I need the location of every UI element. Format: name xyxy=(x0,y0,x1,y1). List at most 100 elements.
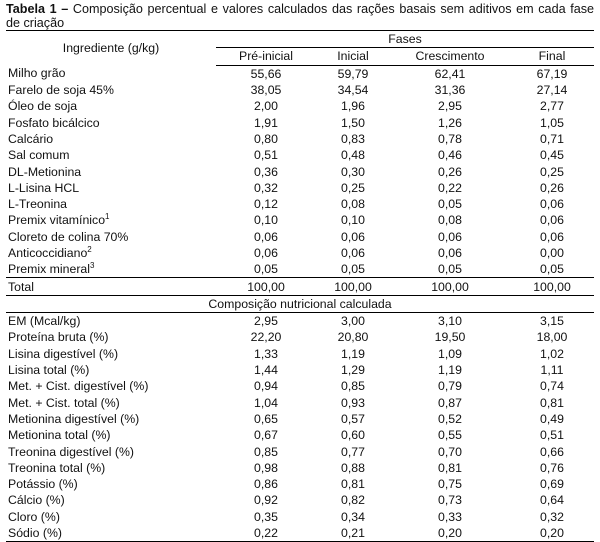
ingredient-row-value: 0,06 xyxy=(438,246,462,260)
ingredient-row-value: 0,26 xyxy=(438,164,462,179)
nutrition-row: Metionina total (%) 0,67 0,60 0,55 0,51 xyxy=(6,427,594,443)
nutrition-row-value: 0,93 xyxy=(341,395,365,410)
nutrition-row-value: 0,49 xyxy=(540,411,564,426)
nutrition-row: Cloro (%) 0,35 0,34 0,33 0,32 xyxy=(6,509,594,525)
row-name: Milho grão xyxy=(8,66,66,81)
ingredient-row-value: 0,32 xyxy=(254,180,278,195)
ingredient-row-value: 0,06 xyxy=(254,229,278,244)
nutrition-row: EM (Mcal/kg) 2,95 3,00 3,10 3,15 xyxy=(6,313,594,330)
nutrition-row-value: 1,33 xyxy=(254,346,278,361)
nutrition-row-value: 0,22 xyxy=(216,524,316,542)
ingredient-row: DL-Metionina 0,36 0,30 0,26 0,25 xyxy=(6,163,594,179)
nutrition-row-value: 0,33 xyxy=(438,509,462,524)
row-name: Fosfato bicálcico xyxy=(8,115,100,130)
row-name: Cálcio (%) xyxy=(8,493,65,508)
ingredient-row-label: Calcário xyxy=(6,131,216,147)
ingredient-row-value: 0,05 xyxy=(540,262,564,277)
nutrition-row-label: Lisina digestível (%) xyxy=(6,346,216,362)
nutrition-row-value: 0,87 xyxy=(438,395,462,410)
ingredient-row-value: 0,26 xyxy=(540,180,564,195)
row-name: Lisina total (%) xyxy=(8,363,90,378)
ingredient-row-label: L-Lisina HCL xyxy=(6,180,216,196)
row-name: L-Lisina HCL xyxy=(8,180,80,195)
nutrition-row-value: 0,70 xyxy=(438,444,462,459)
ingredient-row-value: 2,95 xyxy=(438,99,462,114)
nutrition-row-label: Met. + Cist. digestível (%) xyxy=(6,378,216,394)
ingredient-row-value: 62,41 xyxy=(434,66,466,81)
nutrition-row-value: 20,80 xyxy=(337,330,369,345)
nutrition-row-value: 0,81 xyxy=(341,477,365,492)
nutrition-row-value: 0,92 xyxy=(254,493,278,508)
nutrition-row-label: Cálcio (%) xyxy=(6,492,216,508)
ingredient-row-value: 67,19 xyxy=(536,66,568,81)
row-name: Cloro (%) xyxy=(8,509,60,524)
row-name: L-Treonina xyxy=(8,197,68,212)
ingredient-row-value: 38,05 xyxy=(250,83,282,98)
ingredient-row-value: 0,83 xyxy=(341,131,365,146)
nutrition-row: Met. + Cist. total (%) 1,04 0,93 0,87 0,81 xyxy=(6,395,594,411)
ingredient-row-label: Farelo de soja 45% xyxy=(6,82,216,98)
ingredient-row-value: 2,00 xyxy=(254,99,278,114)
nutrition-row-label: Cloro (%) xyxy=(6,509,216,525)
row-name: Met. + Cist. total (%) xyxy=(8,395,120,410)
total-value: 100,00 xyxy=(216,277,316,296)
fases-header: Fases xyxy=(216,29,594,49)
nutrition-row-value: 0,20 xyxy=(390,524,510,542)
table-caption: Tabela 1 – Composição percentual e valor… xyxy=(0,0,600,30)
ingredient-row-value: 27,14 xyxy=(536,83,568,98)
nutrition-row: Lisina digestível (%) 1,33 1,19 1,09 1,02 xyxy=(6,346,594,362)
ingredient-row-value: 0,12 xyxy=(254,197,278,212)
nutrition-row-value: 0,67 xyxy=(254,428,278,443)
ingredient-row-label: Milho grão xyxy=(6,65,216,82)
nutrition-row-value: 0,98 xyxy=(254,460,278,475)
ingredient-row: L-Treonina 0,12 0,08 0,05 0,06 xyxy=(6,196,594,212)
nutrition-row-value: 0,21 xyxy=(316,524,390,542)
ingredient-row: Óleo de soja 2,00 1,96 2,95 2,77 xyxy=(6,98,594,114)
ingredient-header: Ingrediente (g/kg) xyxy=(6,30,216,66)
row-name: Potássio (%) xyxy=(8,477,78,492)
nutrition-row-value: 0,32 xyxy=(540,509,564,524)
ingredient-row-label: Anticoccidiano2 xyxy=(6,245,216,261)
ingredient-row-value: 31,36 xyxy=(434,83,466,98)
ingredient-row-value: 0,05 xyxy=(438,262,462,277)
row-name: Calcário xyxy=(8,131,54,146)
nutrition-row-value: 3,15 xyxy=(540,314,564,329)
ingredient-row-value: 59,79 xyxy=(337,66,369,81)
ingredient-row-value: 1,91 xyxy=(254,115,278,130)
phase-header-inicial: Inicial xyxy=(316,47,390,66)
nutrition-row-value: 1,44 xyxy=(254,363,278,378)
ingredient-row: Calcário 0,80 0,83 0,78 0,71 xyxy=(6,131,594,147)
total-label: Total xyxy=(6,277,216,296)
ingredient-row-value: 0,05 xyxy=(341,262,365,277)
nutrition-row-value: 1,29 xyxy=(341,363,365,378)
nutrition-row-value: 0,57 xyxy=(341,411,365,426)
ingredient-row-value: 1,05 xyxy=(540,115,564,130)
ingredient-row-value: 0,06 xyxy=(341,229,365,244)
ingredient-row-value: 0,06 xyxy=(540,197,564,212)
total-value: 100,00 xyxy=(510,277,594,296)
row-name: DL-Metionina xyxy=(8,164,82,179)
nutrition-row: Lisina total (%) 1,44 1,29 1,19 1,11 xyxy=(6,362,594,378)
ingredient-row-value: 0,00 xyxy=(540,246,564,260)
ingredient-row: Fosfato bicálcico 1,91 1,50 1,26 1,05 xyxy=(6,114,594,130)
ingredient-row: Premix vitamínico1 0,10 0,10 0,08 0,06 xyxy=(6,212,594,228)
header-row-phases: Pré-inicial Inicial Crescimento Final xyxy=(6,47,594,66)
ingredient-row-value: 1,96 xyxy=(341,99,365,114)
ingredient-row-value: 0,08 xyxy=(341,197,365,212)
ingredient-row-value: 0,71 xyxy=(540,131,564,146)
nutrition-row-value: 22,20 xyxy=(250,330,282,345)
nutrition-row-value: 3,00 xyxy=(341,314,365,329)
ingredient-row-value: 0,80 xyxy=(254,131,278,146)
nutrition-row-value: 0,55 xyxy=(438,428,462,443)
nutrition-row-value: 0,94 xyxy=(254,379,278,394)
footnote-marker: 1 xyxy=(105,212,110,222)
row-name: Treonina total (%) xyxy=(8,460,106,475)
row-name: Farelo de soja 45% xyxy=(8,83,114,98)
ingredient-row-value: 0,10 xyxy=(341,213,365,228)
nutrition-row-value: 0,60 xyxy=(341,428,365,443)
row-name: Óleo de soja xyxy=(8,99,78,114)
nutrition-row: Metionina digestível (%) 0,65 0,57 0,52 0,49 xyxy=(6,411,594,427)
nutrition-row: Treonina total (%) 0,98 0,88 0,81 0,76 xyxy=(6,460,594,476)
ingredient-row-value: 0,36 xyxy=(254,164,278,179)
